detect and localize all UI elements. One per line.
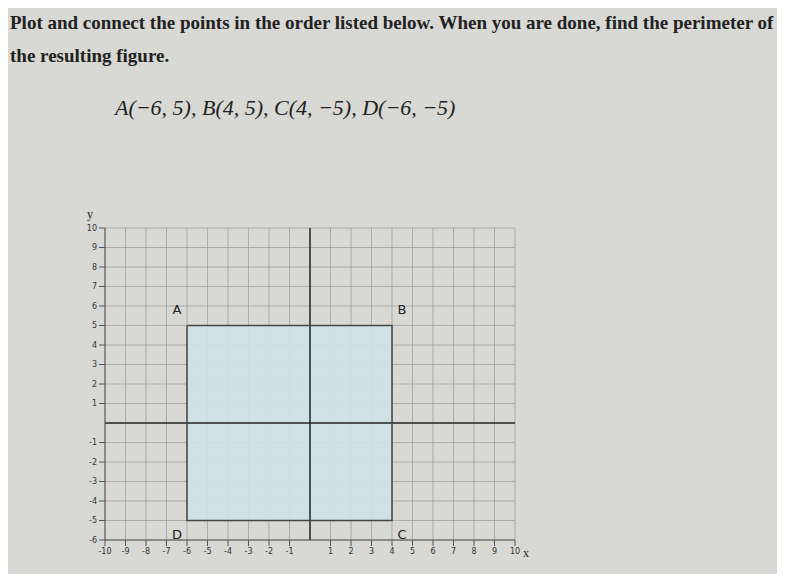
svg-text:-1: -1 bbox=[286, 547, 294, 556]
svg-text:-5: -5 bbox=[89, 516, 97, 525]
svg-text:7: 7 bbox=[92, 282, 97, 291]
svg-text:-2: -2 bbox=[265, 547, 273, 556]
svg-text:2: 2 bbox=[348, 547, 353, 556]
svg-text:5: 5 bbox=[92, 321, 97, 330]
svg-text:3: 3 bbox=[369, 547, 374, 556]
html-text:Plot and connect the points in: Plot and connect the points in the order… bbox=[10, 12, 774, 66]
html-text:A(−6, 5), B(4, 5), C(4, −5), D: A(−6, 5), B(4, 5), C(4, −5), D(−6, −5) bbox=[115, 95, 456, 120]
svg-text:-2: -2 bbox=[89, 458, 97, 467]
svg-text:8: 8 bbox=[471, 547, 476, 556]
svg-text:A: A bbox=[173, 302, 182, 317]
svg-text:-3: -3 bbox=[245, 547, 253, 556]
svg-text:1: 1 bbox=[92, 399, 97, 408]
svg-text:5: 5 bbox=[410, 547, 415, 556]
svg-text:-6: -6 bbox=[183, 547, 191, 556]
svg-text:-1: -1 bbox=[89, 438, 97, 447]
svg-text:10: 10 bbox=[87, 224, 97, 233]
svg-text:9: 9 bbox=[492, 547, 497, 556]
svg-text:-10: -10 bbox=[98, 547, 111, 556]
svg-text:4: 4 bbox=[92, 341, 97, 350]
svg-text:-8: -8 bbox=[142, 547, 150, 556]
svg-text:x: x bbox=[523, 546, 529, 560]
svg-text:8: 8 bbox=[92, 263, 97, 272]
svg-text:C: C bbox=[397, 527, 406, 541]
svg-text:1: 1 bbox=[328, 547, 333, 556]
svg-text:D: D bbox=[172, 527, 182, 541]
svg-text:2: 2 bbox=[92, 380, 97, 389]
svg-text:7: 7 bbox=[451, 547, 456, 556]
svg-text:4: 4 bbox=[389, 547, 394, 556]
svg-text:B: B bbox=[398, 302, 407, 317]
svg-text:3: 3 bbox=[92, 360, 97, 369]
svg-text:6: 6 bbox=[92, 302, 97, 311]
svg-text:-4: -4 bbox=[224, 547, 232, 556]
svg-text:-9: -9 bbox=[122, 547, 130, 556]
svg-text:-4: -4 bbox=[89, 497, 97, 506]
svg-text:-3: -3 bbox=[89, 477, 97, 486]
svg-text:-7: -7 bbox=[163, 547, 171, 556]
svg-text:10: 10 bbox=[510, 547, 520, 556]
svg-text:y: y bbox=[87, 207, 93, 221]
svg-text:6: 6 bbox=[430, 547, 435, 556]
svg-text:-5: -5 bbox=[204, 547, 212, 556]
svg-text:9: 9 bbox=[92, 243, 97, 252]
svg-text:-6: -6 bbox=[89, 536, 97, 545]
